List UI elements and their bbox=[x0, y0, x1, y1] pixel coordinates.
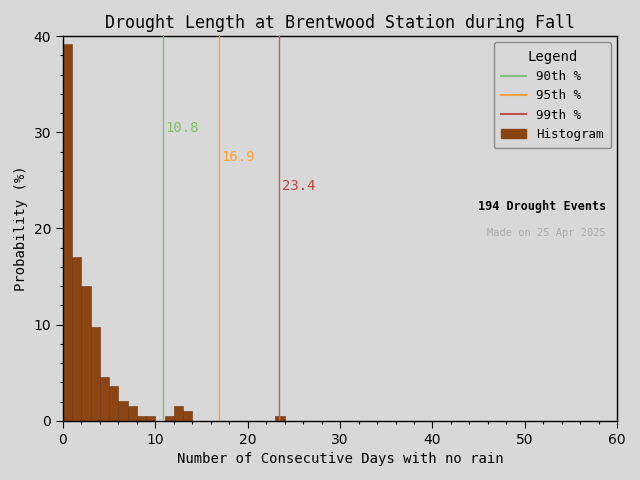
Bar bbox=[137, 416, 146, 421]
Text: 16.9: 16.9 bbox=[222, 150, 255, 164]
Bar bbox=[72, 257, 81, 421]
Y-axis label: Probability (%): Probability (%) bbox=[14, 166, 28, 291]
Bar bbox=[127, 407, 137, 421]
Bar bbox=[81, 286, 91, 421]
X-axis label: Number of Consecutive Days with no rain: Number of Consecutive Days with no rain bbox=[177, 452, 504, 466]
Bar bbox=[275, 416, 285, 421]
Text: 10.8: 10.8 bbox=[166, 121, 199, 135]
Bar bbox=[173, 407, 183, 421]
Text: 194 Drought Events: 194 Drought Events bbox=[478, 200, 606, 213]
Text: Made on 25 Apr 2025: Made on 25 Apr 2025 bbox=[488, 228, 606, 239]
Bar bbox=[118, 401, 127, 421]
Bar bbox=[91, 326, 100, 421]
Bar bbox=[183, 411, 192, 421]
Text: 23.4: 23.4 bbox=[282, 179, 316, 193]
Legend: 90th %, 95th %, 99th %, Histogram: 90th %, 95th %, 99th %, Histogram bbox=[493, 42, 611, 148]
Title: Drought Length at Brentwood Station during Fall: Drought Length at Brentwood Station duri… bbox=[105, 14, 575, 32]
Bar bbox=[109, 386, 118, 421]
Bar bbox=[146, 416, 156, 421]
Bar bbox=[63, 44, 72, 421]
Bar bbox=[164, 416, 173, 421]
Bar bbox=[100, 376, 109, 421]
